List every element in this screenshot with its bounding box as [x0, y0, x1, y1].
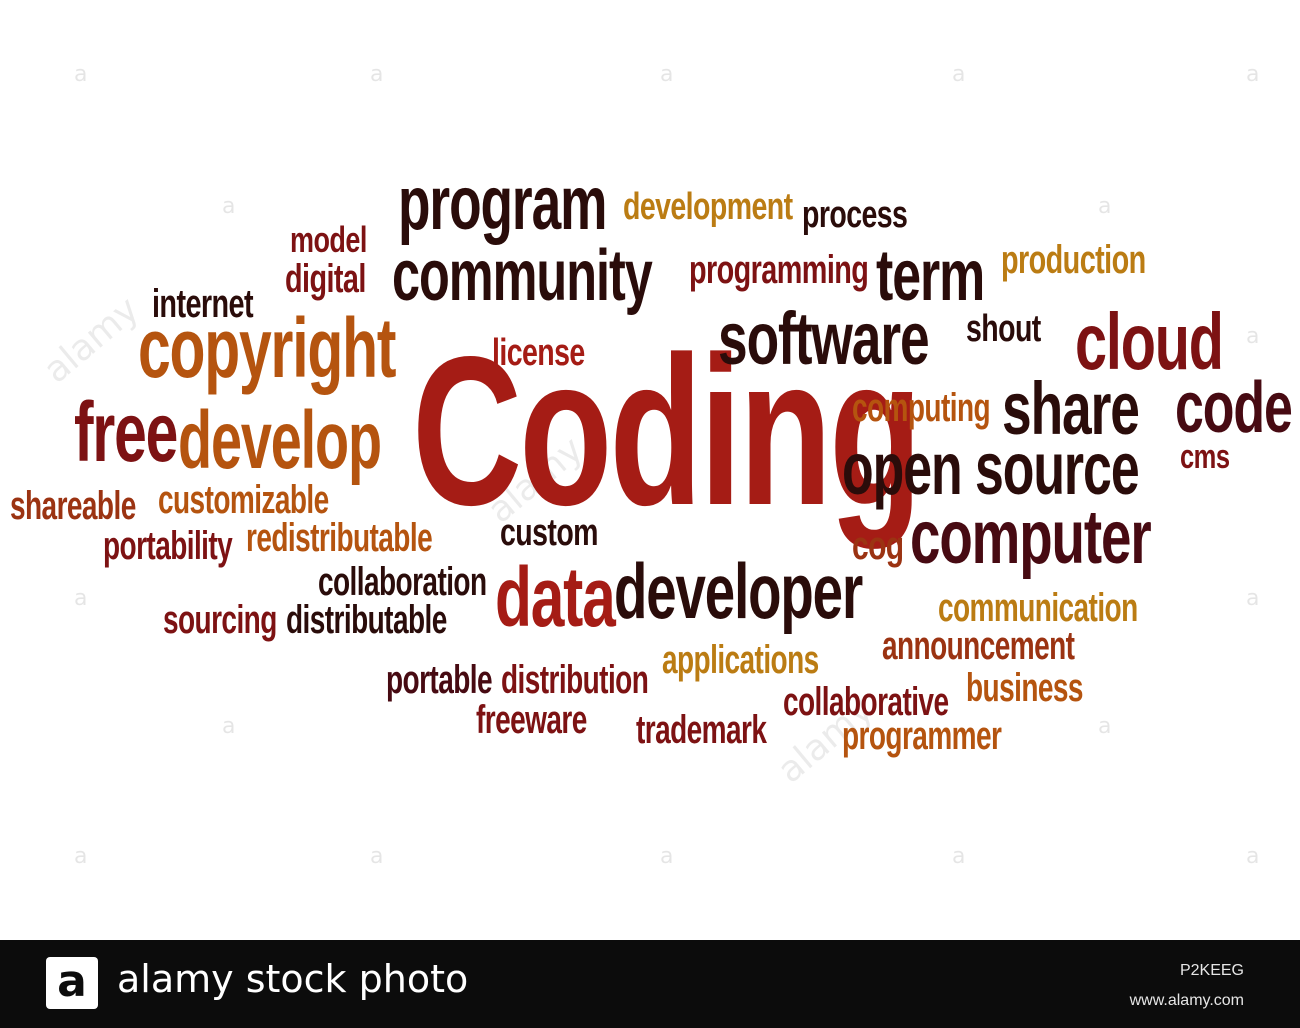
word-sourcing: sourcing — [163, 598, 277, 642]
word-community: community — [392, 236, 653, 316]
word-announcement: announcement — [882, 624, 1075, 668]
watermark-a: a — [1098, 714, 1112, 739]
word-development: development — [623, 186, 793, 228]
word-portability: portability — [103, 524, 233, 568]
watermark-a: a — [370, 62, 384, 87]
word-distribution: distribution — [501, 658, 649, 702]
word-computer: computer — [910, 495, 1152, 580]
word-digital: digital — [285, 257, 366, 301]
word-program: program — [398, 161, 607, 246]
watermark-a: a — [1246, 586, 1260, 611]
watermark-a: a — [74, 62, 88, 87]
watermark-a: a — [74, 586, 88, 611]
word-distributable: distributable — [286, 598, 447, 642]
word-data: data — [495, 550, 616, 644]
word-internet: internet — [152, 282, 254, 326]
alamy-logo-icon: a — [46, 957, 98, 1009]
stock-photo-footer: a alamy stock photo P2KEEG www.alamy.com — [0, 940, 1300, 1028]
word-developer: developer — [614, 547, 863, 635]
word-software: software — [718, 297, 930, 380]
word-collaborative: collaborative — [783, 680, 949, 724]
watermark-a: a — [370, 844, 384, 869]
word-collaboration: collaboration — [318, 560, 487, 604]
word-communication: communication — [938, 586, 1138, 630]
word-production: production — [1001, 238, 1146, 282]
word-business: business — [966, 666, 1083, 710]
watermark-a: a — [222, 714, 236, 739]
image-id: P2KEEG — [1179, 962, 1244, 979]
word-license: license — [492, 332, 585, 374]
word-code: code — [1175, 368, 1293, 448]
brand-text: alamy stock photo — [117, 957, 469, 1001]
watermark-a: a — [74, 844, 88, 869]
word-freeware: freeware — [476, 698, 587, 742]
site-url: www.alamy.com — [1129, 992, 1244, 1009]
watermark-alamy: alamy — [36, 288, 148, 392]
word-redistributable: redistributable — [246, 516, 433, 560]
word-shout: shout — [966, 308, 1041, 350]
word-copyright: copyright — [138, 301, 396, 395]
word-free: free — [74, 385, 178, 479]
word-model: model — [290, 219, 367, 260]
word-term: term — [876, 236, 985, 316]
word-custom: custom — [500, 512, 599, 554]
watermark-a: a — [952, 844, 966, 869]
watermark-a: a — [660, 62, 674, 87]
word-trademark: trademark — [636, 708, 767, 752]
word-customizable: customizable — [158, 478, 329, 522]
word-applications: applications — [662, 638, 819, 682]
word-programming: programming — [689, 248, 869, 292]
watermark-a: a — [660, 844, 674, 869]
watermark-a: a — [1246, 62, 1260, 87]
watermark-a: a — [952, 62, 966, 87]
watermark-a: a — [1098, 194, 1112, 219]
word-portable: portable — [386, 658, 493, 702]
word-share: share — [1002, 367, 1140, 450]
word-cms: cms — [1180, 438, 1230, 476]
word-cloud: cloud — [1075, 297, 1224, 386]
word-shareable: shareable — [10, 484, 136, 528]
watermark-a: a — [1246, 844, 1260, 869]
word-cloud: a a a a a a a a a a a a a a a a a alamy … — [10, 62, 1293, 869]
watermark-a: a — [1246, 324, 1260, 349]
word-develop: develop — [178, 395, 382, 486]
word-programmer: programmer — [842, 714, 1002, 758]
word-coding: Coding — [412, 312, 922, 549]
word-cog: cog — [852, 524, 904, 568]
word-computing: computing — [852, 386, 991, 430]
watermark-a: a — [222, 194, 236, 219]
word-open-source: open source — [842, 427, 1140, 510]
word-process: process — [802, 194, 908, 236]
